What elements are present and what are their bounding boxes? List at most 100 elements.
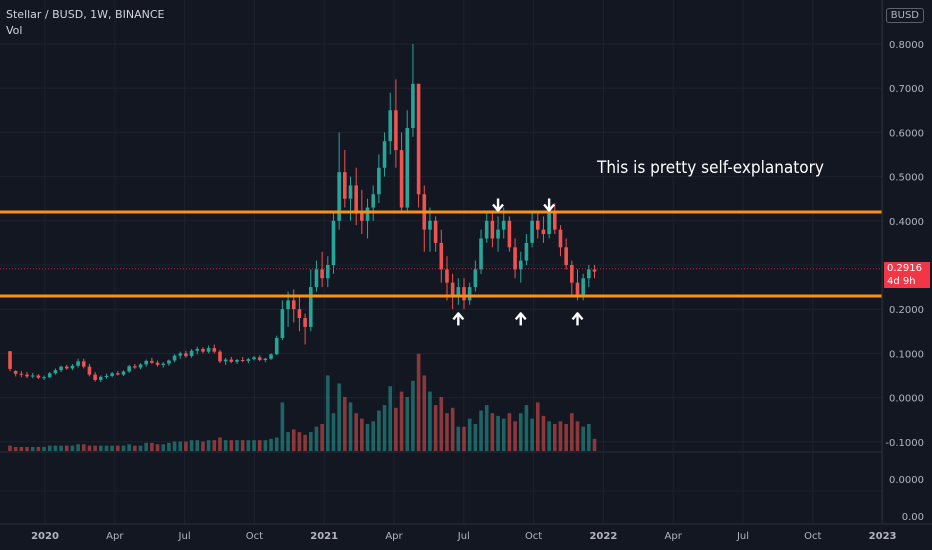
volume-bar	[252, 440, 256, 451]
candle-body	[530, 220, 534, 243]
volume-bar	[507, 413, 512, 451]
volume-bar	[382, 405, 387, 451]
candle-body	[354, 185, 358, 212]
arrow-up-icon	[571, 312, 584, 321]
candle-body	[252, 357, 256, 360]
x-tick-label: Apr	[106, 531, 124, 542]
volume-bar	[303, 434, 307, 451]
volume-bar	[462, 426, 466, 451]
volume-bar	[229, 440, 234, 451]
volume-bar	[246, 440, 251, 451]
chart-annotation-text: This is pretty self-explanatory	[597, 158, 824, 178]
volume-bar	[104, 445, 109, 451]
candle-body	[320, 269, 324, 279]
volume-bar	[484, 405, 489, 451]
candle-body	[575, 282, 580, 296]
volume-bar	[331, 413, 336, 451]
candle-body	[467, 287, 472, 301]
candle-body	[388, 110, 393, 142]
volume-bar	[337, 383, 341, 451]
candle-body	[587, 269, 591, 279]
candle-body	[547, 211, 551, 235]
candle-body	[76, 361, 80, 366]
candle-body	[201, 348, 205, 352]
y-tick-label: 0.0000	[889, 394, 924, 405]
volume-bar	[360, 418, 364, 451]
volume-bar	[587, 424, 591, 451]
volume-bar	[87, 445, 92, 451]
candle-body	[399, 150, 404, 208]
volume-bar	[297, 432, 302, 451]
candle-body	[218, 351, 222, 362]
candle-body	[297, 309, 302, 319]
volume-bar	[257, 440, 262, 451]
volume-bar	[326, 375, 330, 451]
volume-bar	[161, 444, 166, 451]
candle-body	[377, 167, 381, 195]
volume-bar	[99, 445, 103, 451]
volume-bar	[518, 413, 523, 451]
volume-bar	[59, 445, 63, 451]
volume-bar	[127, 444, 131, 451]
volume-bar	[456, 426, 461, 451]
x-tick-label: Apr	[665, 531, 683, 542]
candle-body	[178, 353, 183, 356]
candle-body	[235, 360, 239, 362]
candle-body	[348, 185, 353, 199]
volume-bar	[110, 445, 114, 451]
candle-body	[144, 360, 148, 365]
candle-body	[138, 364, 143, 368]
candle-body	[280, 309, 285, 338]
volume-indicator-label[interactable]: Vol	[6, 24, 23, 37]
y-tick-label: 0.7000	[889, 84, 924, 95]
volume-bar	[439, 397, 444, 451]
candle-body	[155, 362, 160, 365]
candle-body	[570, 265, 574, 283]
y-tick-label: 0.5000	[889, 173, 924, 184]
candle-body	[479, 238, 483, 270]
volume-bar	[121, 445, 126, 451]
candle-body	[189, 350, 194, 357]
candle-body	[518, 260, 523, 270]
candle-body	[104, 375, 109, 377]
volume-bar	[575, 421, 580, 451]
volume-bar	[76, 444, 80, 451]
horizontal-levels[interactable]	[0, 210, 882, 298]
candle-body	[501, 220, 506, 230]
candle-body	[365, 207, 370, 221]
symbol-title[interactable]: Stellar / BUSD, 1W, BINANCE	[6, 8, 165, 21]
candle-body	[558, 229, 563, 248]
volume-bar	[553, 424, 557, 451]
candle-body	[473, 269, 478, 288]
x-tick-label: 2020	[31, 531, 59, 542]
volume-bar	[240, 440, 245, 451]
candle-body	[133, 366, 137, 368]
candle-body	[246, 359, 251, 361]
x-tick-label: Oct	[246, 531, 263, 542]
volume-bar	[138, 445, 143, 451]
x-tick-label: Jul	[178, 531, 191, 542]
currency-badge[interactable]: BUSD	[885, 8, 924, 23]
volume-bar	[547, 421, 551, 451]
volume-bar	[524, 405, 529, 451]
volume-bar	[269, 438, 273, 451]
candle-body	[462, 287, 466, 301]
volume-bar	[263, 440, 268, 451]
y-tick-label: 0.1000	[889, 349, 924, 360]
candle-body	[257, 357, 262, 361]
volume-bar	[286, 432, 290, 451]
volume-bar	[371, 421, 375, 451]
candle-body	[19, 373, 24, 375]
candle-body	[36, 375, 41, 378]
volume-bar	[212, 440, 217, 451]
candle-body	[121, 371, 126, 375]
candle-body	[81, 361, 86, 367]
grid-lines	[0, 0, 884, 524]
volume-bar	[184, 441, 188, 451]
volume-bar	[479, 410, 483, 451]
candle-body	[456, 287, 461, 296]
candle-body	[343, 172, 347, 199]
candle-body	[524, 242, 529, 261]
